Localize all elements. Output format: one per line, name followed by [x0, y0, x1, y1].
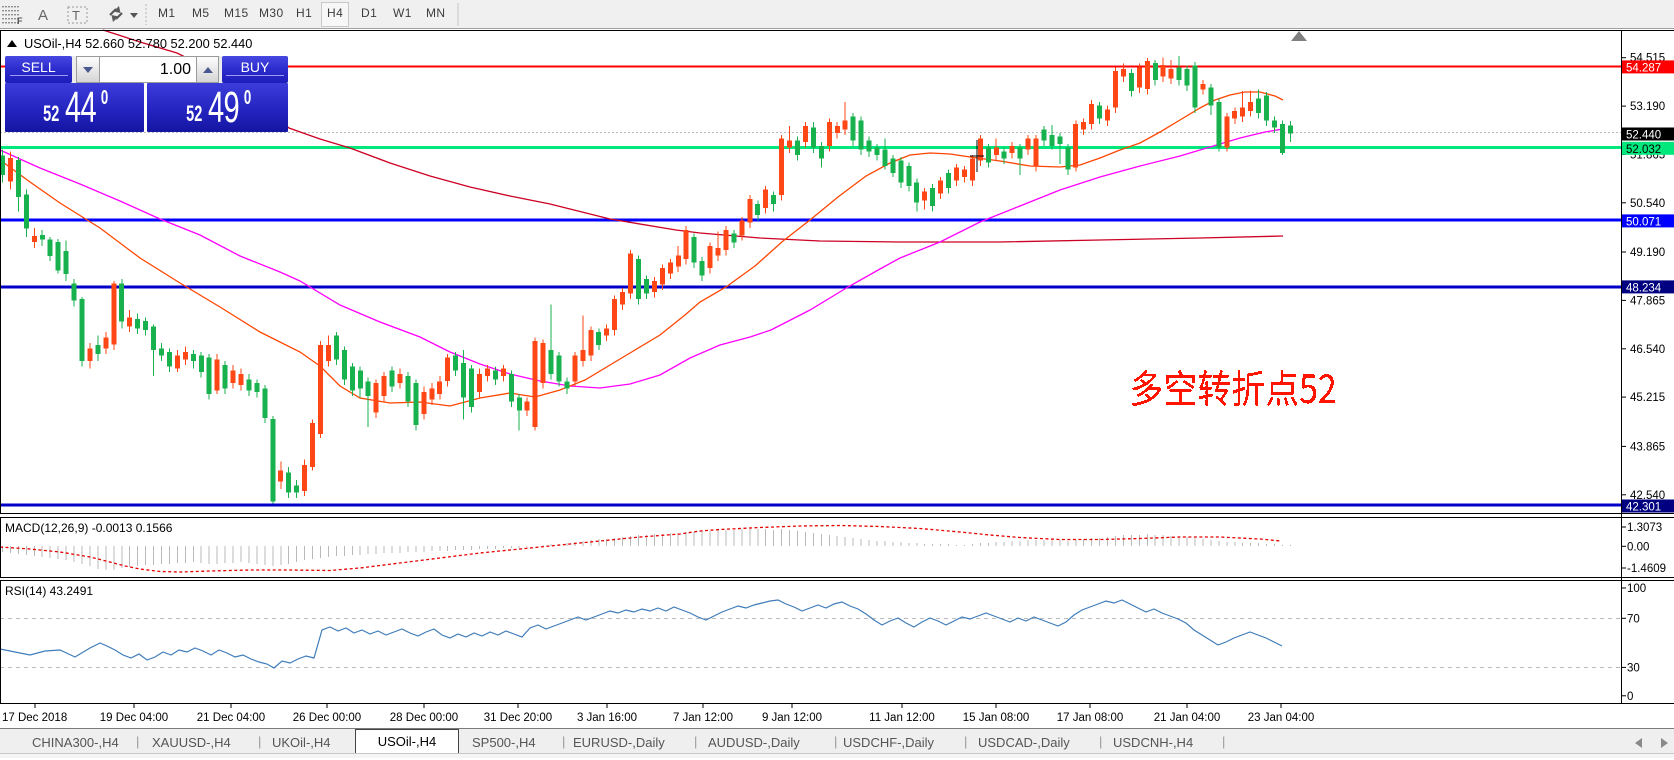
- svg-text:28 Dec 00:00: 28 Dec 00:00: [390, 712, 458, 724]
- svg-text:21 Jan 04:00: 21 Jan 04:00: [1154, 712, 1221, 724]
- svg-text:26 Dec 00:00: 26 Dec 00:00: [293, 712, 361, 724]
- svg-text:70: 70: [1627, 613, 1640, 625]
- svg-text:15 Jan 08:00: 15 Jan 08:00: [963, 712, 1030, 724]
- svg-text:47.865: 47.865: [1630, 295, 1665, 307]
- svg-text:45.215: 45.215: [1630, 392, 1665, 404]
- svg-text:42.540: 42.540: [1630, 490, 1665, 502]
- svg-text:50.071: 50.071: [1626, 216, 1661, 228]
- svg-text:54.287: 54.287: [1626, 62, 1661, 74]
- svg-text:F: F: [17, 16, 23, 26]
- svg-text:100: 100: [1627, 583, 1646, 595]
- svg-text:1.3073: 1.3073: [1627, 522, 1662, 534]
- svg-text:42.301: 42.301: [1626, 502, 1661, 514]
- svg-text:54.515: 54.515: [1630, 53, 1665, 65]
- svg-text:49.190: 49.190: [1630, 247, 1665, 259]
- svg-text:52.032: 52.032: [1626, 144, 1661, 156]
- svg-text:17 Jan 08:00: 17 Jan 08:00: [1057, 712, 1124, 724]
- svg-text:0.00: 0.00: [1627, 541, 1649, 553]
- svg-text:23 Jan 04:00: 23 Jan 04:00: [1248, 712, 1315, 724]
- svg-text:11 Jan 12:00: 11 Jan 12:00: [869, 712, 935, 724]
- svg-text:48.234: 48.234: [1626, 282, 1662, 294]
- svg-text:3 Jan 16:00: 3 Jan 16:00: [577, 712, 637, 724]
- svg-text:RSI(14) 43.2491: RSI(14) 43.2491: [5, 584, 93, 598]
- svg-text:A: A: [38, 7, 48, 24]
- svg-text:31 Dec 20:00: 31 Dec 20:00: [484, 712, 552, 724]
- svg-text:52.440: 52.440: [1626, 130, 1661, 142]
- svg-text:T: T: [72, 8, 80, 23]
- svg-text:-1.4609: -1.4609: [1627, 563, 1666, 575]
- svg-text:50.540: 50.540: [1630, 198, 1665, 210]
- svg-text:0: 0: [1627, 691, 1633, 703]
- svg-text:USOil-,H4 52.660 52.780 52.20: USOil-,H4 52.660 52.780 52.200 52.440: [24, 36, 252, 51]
- svg-text:53.190: 53.190: [1630, 101, 1665, 113]
- svg-text:17 Dec 2018: 17 Dec 2018: [2, 712, 67, 724]
- svg-text:MACD(12,26,9) -0.0013 0.1566: MACD(12,26,9) -0.0013 0.1566: [5, 521, 173, 535]
- svg-text:43.865: 43.865: [1630, 441, 1665, 453]
- svg-text:21 Dec 04:00: 21 Dec 04:00: [197, 712, 265, 724]
- svg-text:7 Jan 12:00: 7 Jan 12:00: [673, 712, 733, 724]
- svg-text:30: 30: [1627, 662, 1640, 674]
- svg-text:19 Dec 04:00: 19 Dec 04:00: [100, 712, 168, 724]
- svg-text:46.540: 46.540: [1630, 344, 1665, 356]
- svg-text:9 Jan 12:00: 9 Jan 12:00: [762, 712, 822, 724]
